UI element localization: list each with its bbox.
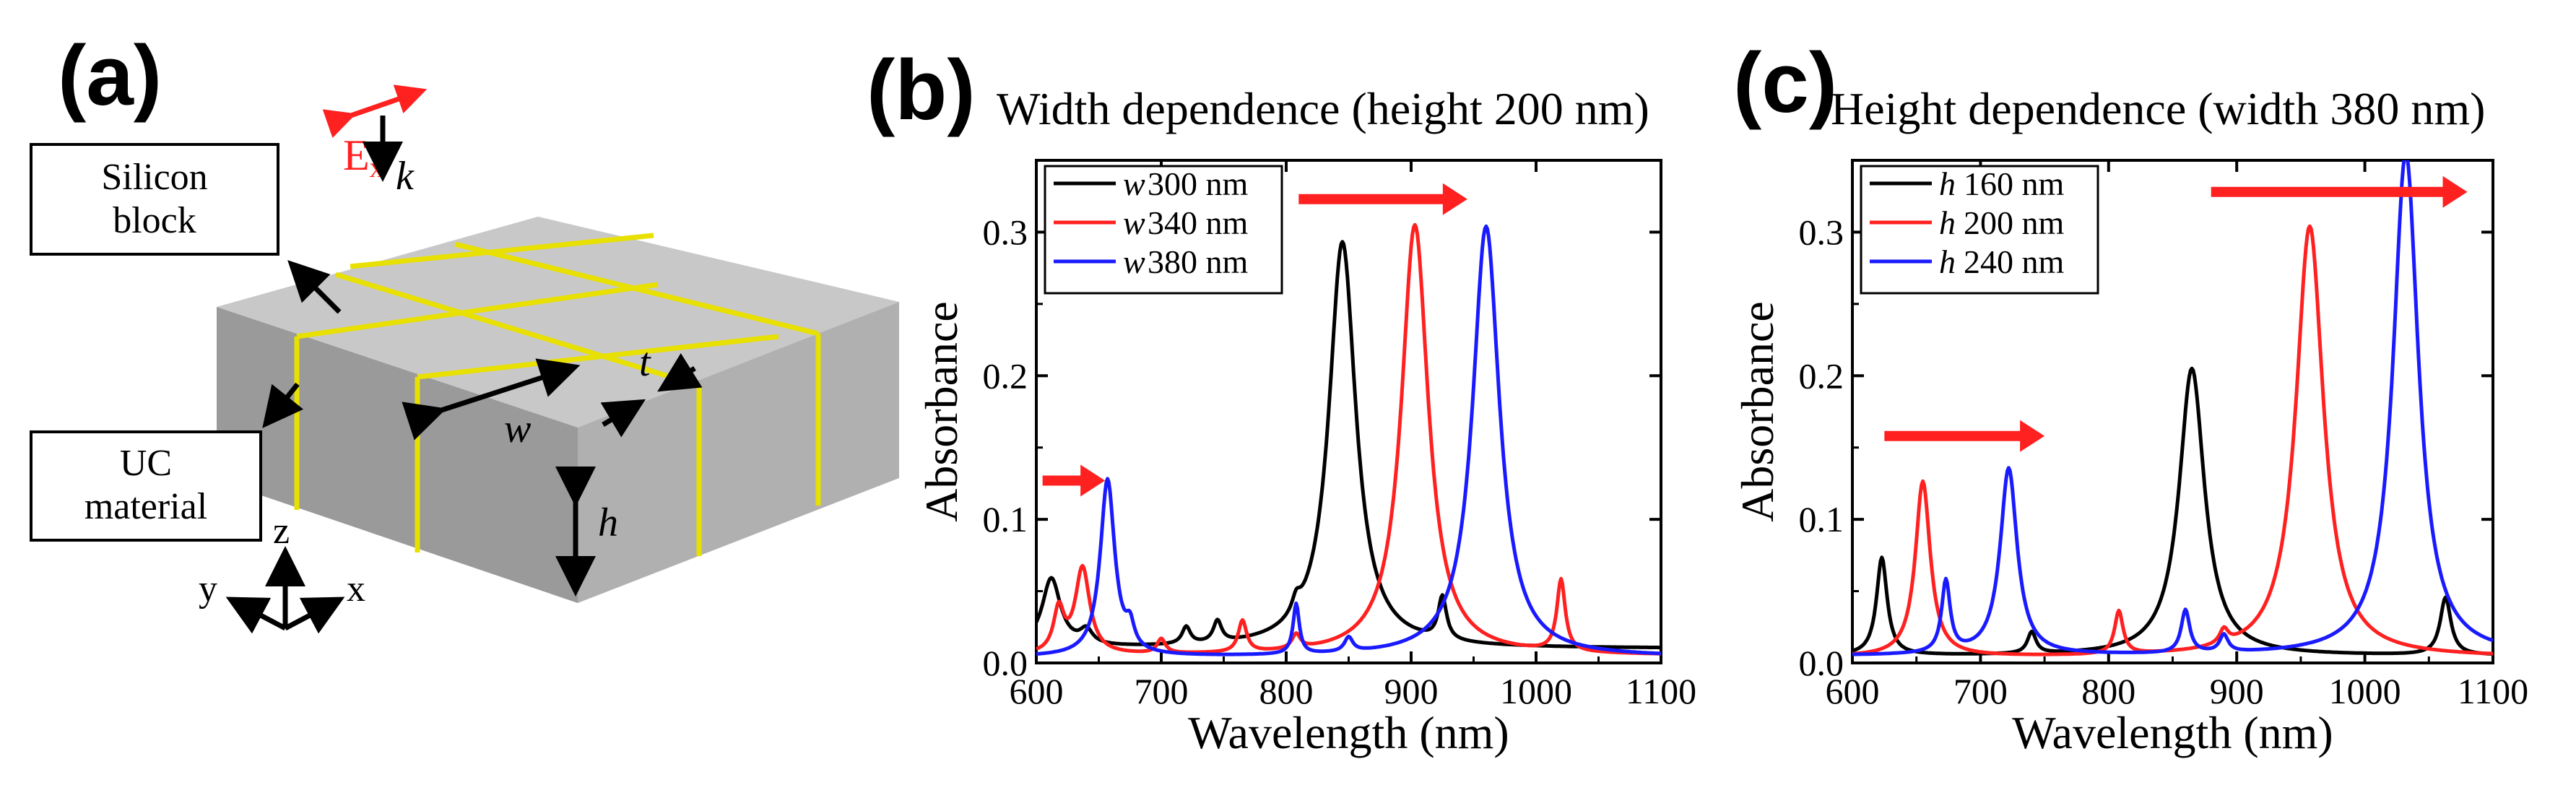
y-axis-arrow: [225, 597, 287, 634]
t-dimension-arrow-right: [657, 352, 703, 392]
legend-box: [1044, 165, 1283, 295]
panel-b: (b) Width dependence (height 200 nm) 600…: [867, 43, 1696, 758]
x-axis-label: Wavelength (nm): [1188, 707, 1509, 758]
shift-arrowhead: [1442, 183, 1467, 215]
t-dimension-arrow-left: [600, 399, 646, 438]
legend-symbol: h: [1939, 165, 1956, 202]
x-tick-label: 800: [1259, 671, 1314, 711]
chart-b: 600 700 800 900 1000 1100 0.0 0.1 0.2 0.3 Waveleng…: [916, 159, 1696, 758]
y-axis-label: Absorbance: [916, 301, 967, 522]
x-tick-label: 600: [1826, 671, 1880, 711]
legend-symbol: h: [1939, 204, 1956, 241]
unit-cell-grid: [294, 233, 821, 556]
x-tick-label: 1000: [1500, 671, 1572, 711]
x-tick-label: 700: [1135, 671, 1189, 711]
panel-b-label: (b): [867, 43, 976, 138]
legend-label: 300 nm: [1148, 165, 1249, 202]
legend-symbol: w: [1123, 243, 1145, 280]
panel-a-label: (a): [58, 28, 162, 123]
x-tick-label: 900: [1384, 671, 1439, 711]
x-tick-label: 1100: [1626, 671, 1696, 711]
legend-label: 160 nm: [1964, 165, 2065, 202]
shift-arrowhead: [1080, 464, 1106, 497]
series-line-2: [1852, 224, 2493, 656]
efield-polarization-arrow: [322, 84, 428, 139]
silicon-box-line1: Silicon: [101, 157, 207, 198]
silicon-block-box: [30, 143, 279, 256]
x-tick-label: 700: [1953, 671, 2008, 711]
shift-arrowhead: [2442, 175, 2468, 208]
series-line-3: [1036, 224, 1661, 656]
x-tick-label: 800: [2081, 671, 2135, 711]
x-axis-arrow: [284, 597, 345, 634]
y-tick-label: 0.1: [1799, 499, 1844, 539]
y-tick-label: 0.2: [983, 355, 1028, 396]
y-tick-label: 0.0: [1799, 643, 1844, 683]
panel-c: (c) Height dependence (width 380 nm) 600…: [1732, 35, 2528, 758]
efield-label: Ex: [343, 131, 384, 183]
x-tick-label: 600: [1010, 671, 1064, 711]
panel-c-label: (c): [1733, 35, 1837, 131]
k-label: k: [396, 154, 415, 199]
x-tick-label: 900: [2210, 671, 2264, 711]
shift-arrowhead: [2020, 420, 2045, 452]
legend-label: 200 nm: [1964, 204, 2065, 241]
legend-box: [1860, 165, 2099, 295]
y-axis-label: Absorbance: [1732, 301, 1783, 522]
y-axis-label: y: [199, 568, 217, 610]
x-axis-label: x: [347, 568, 365, 610]
series-lines: [1036, 222, 1661, 656]
chart-b-title: Width dependence (height 200 nm): [997, 83, 1649, 134]
series-line-2: [1036, 222, 1661, 656]
series-line-1: [1036, 240, 1661, 650]
series-line-1: [1852, 366, 2493, 656]
x-axis-label: Wavelength (nm): [2012, 707, 2333, 758]
legend-symbol: w: [1123, 204, 1145, 241]
panel-a: (a) Silicon block UC material Ex: [30, 28, 899, 634]
chart-c-title: Height dependence (width 380 nm): [1831, 83, 2485, 134]
series-lines: [1852, 160, 2493, 656]
x-tick-label: 1000: [2329, 671, 2401, 711]
y-tick-label: 0.0: [983, 643, 1028, 683]
block-front: [217, 307, 578, 603]
uc-pointer-arrow: [262, 382, 304, 428]
chart-c: 600 700 800 900 1000 1100 0.0 0.1 0.2 0.3 Waveleng…: [1732, 159, 2528, 758]
uc-box-line1: UC: [120, 443, 172, 484]
x-tick-label: 1100: [2458, 671, 2528, 711]
h-label: h: [598, 500, 618, 545]
w-label: w: [504, 407, 531, 451]
legend-label: 380 nm: [1148, 243, 1249, 280]
block-top: [217, 217, 899, 428]
w-dimension-arrow: [402, 358, 581, 441]
legend-symbol: w: [1123, 165, 1145, 202]
y-tick-label: 0.3: [1799, 212, 1844, 252]
y-tick-label: 0.3: [983, 212, 1028, 252]
uc-box-line2: material: [84, 486, 207, 527]
legend-symbol: h: [1939, 243, 1956, 280]
z-axis-label: z: [273, 511, 290, 552]
legend-label: 240 nm: [1964, 243, 2065, 280]
legend-label: 340 nm: [1148, 204, 1249, 241]
series-line-3: [1852, 160, 2493, 656]
silicon-pointer-arrow: [287, 260, 342, 314]
y-tick-label: 0.2: [1799, 355, 1844, 396]
uc-material-box: [30, 430, 262, 542]
y-tick-label: 0.1: [983, 499, 1028, 539]
t-label: t: [639, 340, 651, 385]
silicon-box-line2: block: [113, 200, 196, 241]
